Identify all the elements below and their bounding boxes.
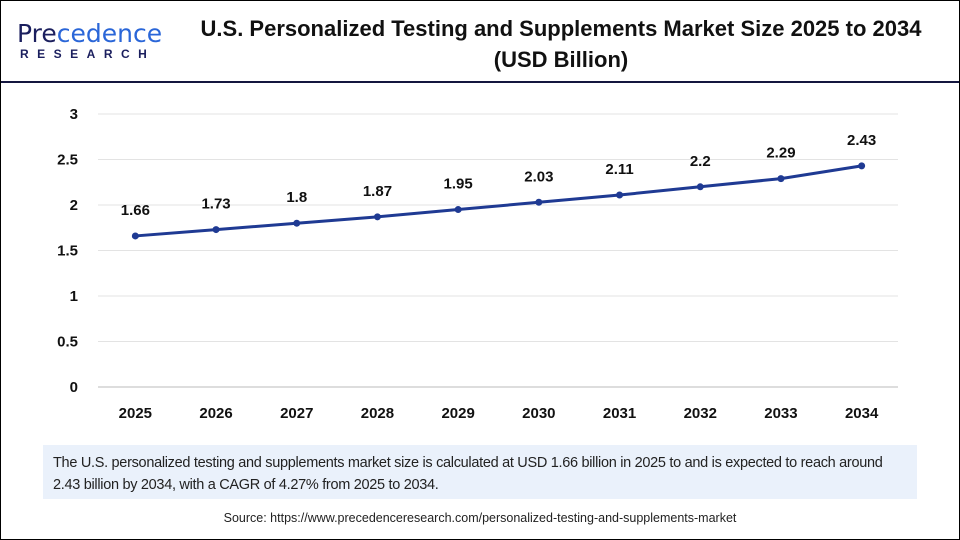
- data-label: 1.66: [121, 202, 150, 219]
- series-line: [135, 164, 862, 238]
- data-label: 2.29: [766, 145, 795, 162]
- y-tick-label: 0: [70, 379, 78, 396]
- y-tick-label: 2: [70, 197, 78, 214]
- x-tick-label: 2034: [845, 405, 879, 422]
- data-label: 1.8: [286, 189, 307, 206]
- data-label: 2.11: [605, 161, 633, 178]
- data-label: 2.43: [847, 132, 876, 149]
- logo: Precedence RESEARCH: [17, 19, 163, 62]
- y-tick-label: 3: [70, 106, 78, 123]
- data-point: [131, 232, 139, 240]
- chart-title: U.S. Personalized Testing and Supplement…: [200, 16, 922, 72]
- data-point: [777, 175, 785, 183]
- data-point: [293, 219, 301, 227]
- x-tick-label: 2025: [119, 405, 152, 422]
- data-point: [373, 213, 381, 221]
- x-tick-label: 2026: [199, 405, 232, 422]
- data-point: [696, 183, 704, 191]
- data-point: [616, 191, 624, 199]
- x-tick-label: 2028: [361, 405, 394, 422]
- data-label: 1.73: [201, 196, 230, 213]
- summary-note: The U.S. personalized testing and supple…: [43, 445, 917, 499]
- data-label: 2.03: [524, 168, 553, 185]
- y-tick-label: 0.5: [57, 334, 78, 351]
- data-label: 1.95: [444, 176, 473, 193]
- x-tick-label: 2030: [522, 405, 555, 422]
- data-point: [858, 162, 866, 170]
- header-divider: [1, 81, 959, 83]
- data-point: [454, 206, 462, 214]
- data-point: [535, 198, 543, 206]
- x-tick-label: 2029: [441, 405, 474, 422]
- x-tick-label: 2027: [280, 405, 313, 422]
- y-tick-label: 1: [70, 288, 78, 305]
- x-tick-label: 2031: [603, 405, 636, 422]
- data-label: 2.2: [690, 153, 711, 170]
- x-tick-label: 2033: [764, 405, 797, 422]
- source-text: Source: https://www.precedenceresearch.c…: [223, 511, 737, 525]
- x-tick-label: 2032: [684, 405, 717, 422]
- data-point: [212, 226, 220, 234]
- data-label: 1.87: [363, 183, 392, 200]
- y-tick-label: 1.5: [57, 243, 78, 260]
- line-chart: 0 0.5 1 1.5 2 2.5 3 2025 2026 2027 2028 2029 2030 203…: [57, 106, 898, 422]
- y-tick-label: 2.5: [57, 152, 78, 169]
